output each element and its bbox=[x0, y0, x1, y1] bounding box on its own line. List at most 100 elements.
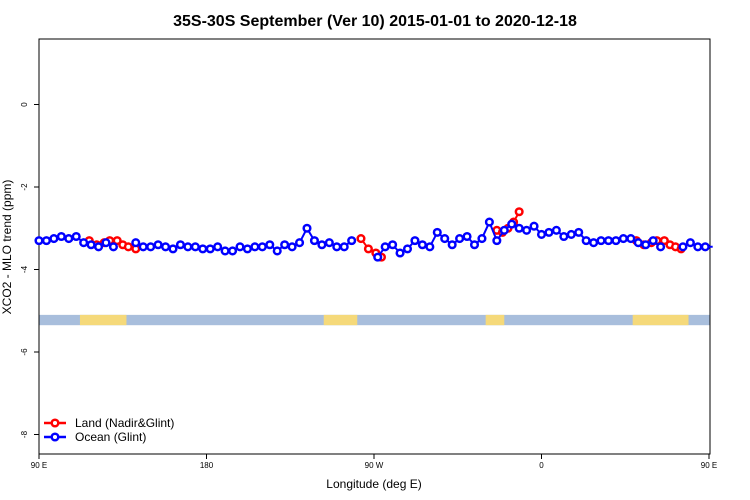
data-point bbox=[574, 227, 584, 237]
data-point bbox=[272, 246, 282, 256]
data-point bbox=[507, 219, 517, 229]
legend-label: Land (Nadir&Glint) bbox=[75, 416, 174, 430]
x-tick-label: 90 E bbox=[701, 461, 717, 470]
data-point bbox=[440, 234, 450, 244]
data-point bbox=[228, 246, 238, 256]
data-point bbox=[213, 242, 223, 252]
data-point bbox=[536, 229, 547, 239]
data-point bbox=[633, 238, 643, 248]
data-point bbox=[544, 227, 554, 237]
land-segment bbox=[485, 314, 505, 326]
land-segment bbox=[79, 314, 127, 326]
data-point bbox=[603, 236, 614, 246]
data-point bbox=[514, 223, 524, 233]
data-point bbox=[287, 242, 297, 252]
data-point bbox=[469, 240, 480, 250]
legend: Land (Nadir&Glint)Ocean (Glint) bbox=[44, 416, 174, 444]
y-axis: 0 -2 -4 -6 -8 bbox=[20, 102, 39, 438]
data-point bbox=[257, 242, 267, 252]
data-point bbox=[49, 234, 59, 244]
land-segment bbox=[632, 314, 689, 326]
data-point bbox=[477, 234, 487, 244]
data-point bbox=[484, 217, 494, 227]
data-point bbox=[309, 236, 319, 246]
data-point bbox=[395, 248, 405, 258]
data-point bbox=[455, 234, 465, 244]
ocean-strip bbox=[39, 314, 710, 326]
data-point bbox=[280, 240, 290, 250]
data-point bbox=[41, 236, 51, 246]
data-point bbox=[693, 242, 703, 252]
data-point bbox=[190, 242, 200, 252]
data-point bbox=[242, 244, 252, 254]
data-point bbox=[700, 242, 710, 252]
data-point bbox=[492, 236, 502, 246]
legend-marker bbox=[50, 432, 60, 442]
data-point bbox=[659, 236, 669, 246]
data-point bbox=[64, 234, 74, 244]
x-axis-label: Longitude (deg E) bbox=[326, 477, 421, 491]
series-land bbox=[84, 207, 686, 262]
data-point bbox=[123, 242, 133, 252]
data-point bbox=[581, 236, 591, 246]
data-point bbox=[417, 240, 427, 250]
data-point bbox=[101, 238, 111, 248]
data-point bbox=[522, 225, 532, 235]
data-point bbox=[34, 236, 44, 246]
data-point bbox=[566, 229, 576, 239]
series-ocean bbox=[34, 217, 713, 262]
data-point bbox=[108, 242, 118, 252]
data-point bbox=[373, 252, 383, 262]
data-point bbox=[168, 244, 178, 254]
data-point bbox=[295, 238, 305, 248]
data-point bbox=[198, 244, 208, 254]
data-point bbox=[339, 242, 349, 252]
data-point bbox=[425, 242, 435, 252]
data-point bbox=[410, 236, 420, 246]
data-point bbox=[86, 240, 96, 250]
data-point bbox=[317, 240, 327, 250]
data-point bbox=[656, 242, 666, 252]
data-point bbox=[265, 240, 275, 250]
data-point bbox=[302, 223, 312, 233]
data-point bbox=[618, 234, 628, 244]
data-point bbox=[402, 244, 413, 254]
legend-marker bbox=[50, 418, 60, 428]
x-tick-label: 0 bbox=[539, 461, 544, 470]
y-tick-label: -8 bbox=[20, 430, 29, 438]
y-tick-label: -4 bbox=[20, 265, 29, 273]
data-point bbox=[112, 236, 122, 246]
data-point bbox=[648, 236, 658, 246]
y-tick-label: 0 bbox=[20, 102, 29, 107]
y-axis-label: XCO2 - MLO trend (ppm) bbox=[0, 180, 14, 315]
series-layer bbox=[34, 207, 713, 262]
data-point bbox=[551, 225, 561, 235]
data-point bbox=[462, 231, 472, 242]
data-point bbox=[514, 207, 524, 217]
data-point bbox=[380, 242, 390, 252]
data-point bbox=[235, 242, 245, 252]
data-point bbox=[529, 221, 539, 231]
data-point bbox=[641, 240, 651, 250]
data-point bbox=[363, 244, 373, 254]
y-tick-label: -6 bbox=[20, 348, 29, 356]
data-point bbox=[79, 238, 89, 248]
data-point bbox=[678, 242, 688, 252]
data-point bbox=[220, 246, 230, 256]
data-point bbox=[596, 236, 606, 246]
data-point bbox=[388, 240, 398, 250]
data-point bbox=[685, 238, 695, 248]
data-point bbox=[146, 242, 156, 252]
data-point bbox=[589, 238, 599, 248]
data-point bbox=[324, 238, 334, 248]
x-tick-label: 90 W bbox=[365, 461, 384, 470]
data-point bbox=[447, 240, 457, 250]
data-point bbox=[71, 231, 81, 242]
data-point bbox=[626, 234, 636, 244]
data-point bbox=[94, 242, 104, 252]
x-axis: 90 E 180 90 W 0 90 E bbox=[31, 454, 717, 470]
data-point bbox=[175, 240, 185, 250]
data-point bbox=[499, 225, 509, 235]
data-point bbox=[56, 231, 66, 242]
